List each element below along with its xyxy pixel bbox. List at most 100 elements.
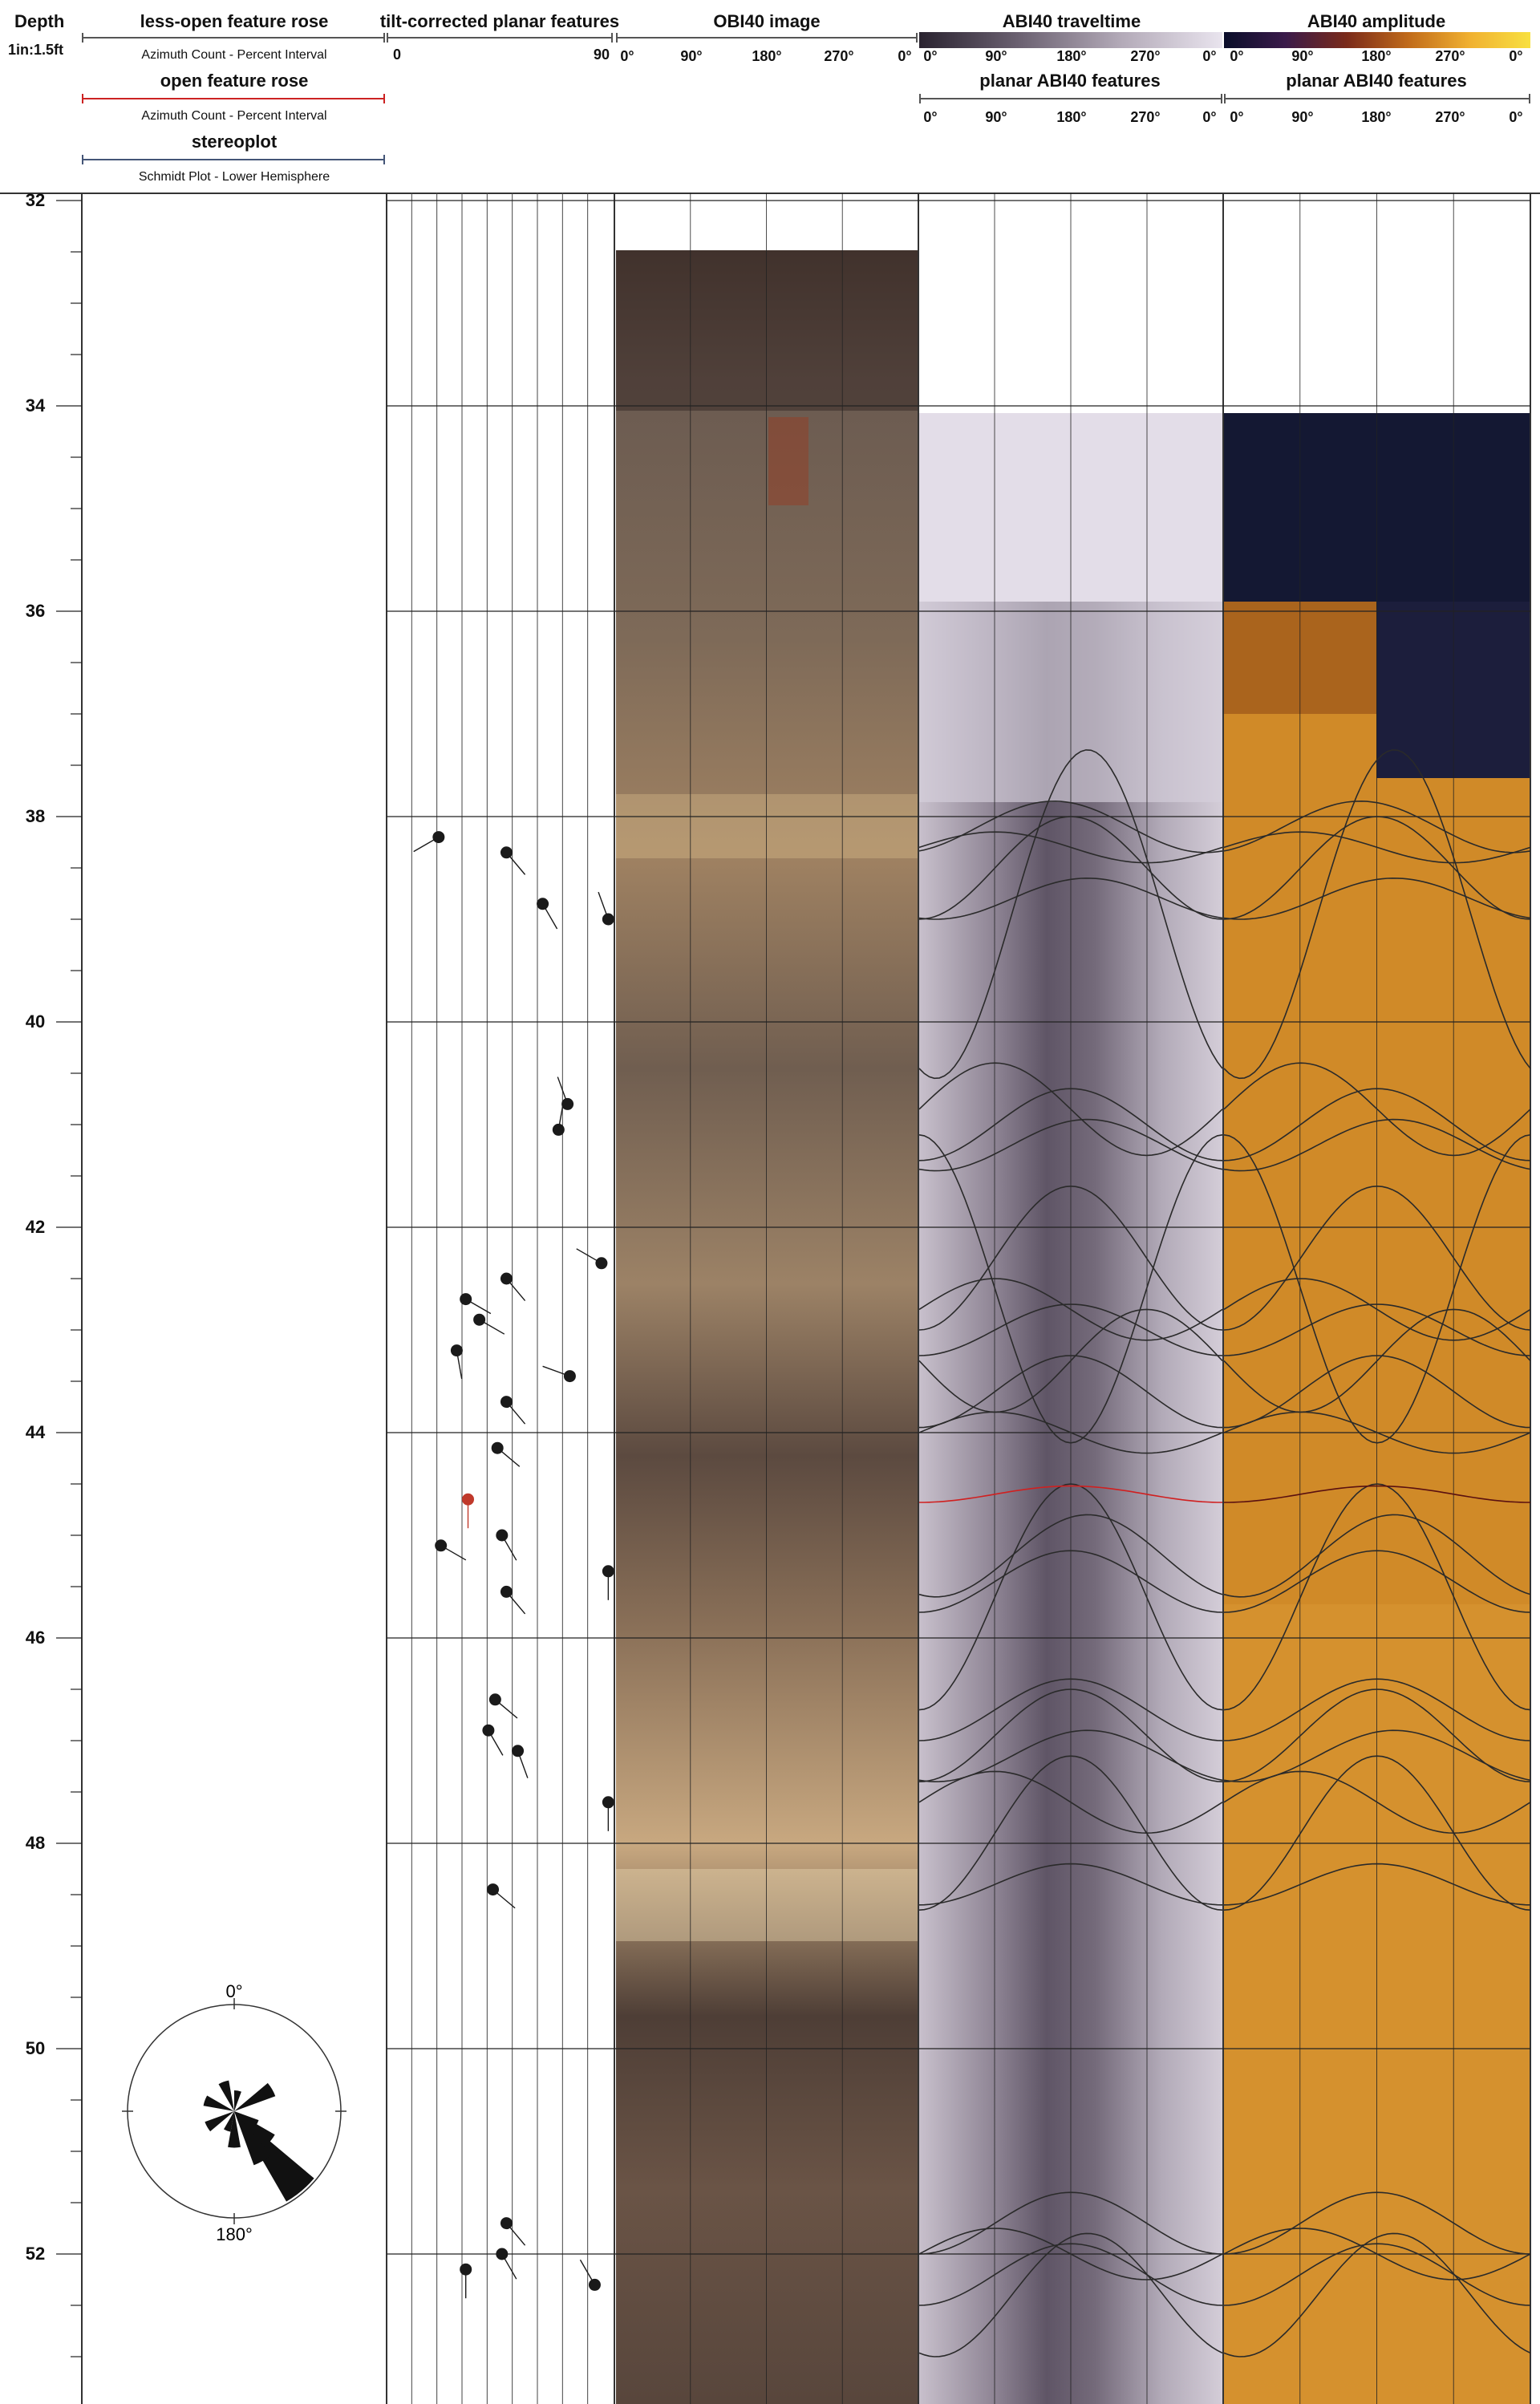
less-open-rose-scale — [82, 33, 385, 43]
feature-tadpole — [435, 1539, 448, 1552]
traveltime-sinusoid — [918, 1483, 1223, 1711]
amplitude-sinusoid — [1223, 2243, 1531, 2306]
traveltime-sinusoid — [918, 1678, 1223, 1741]
tt-planar-tick-90: 90° — [985, 109, 1007, 125]
traveltime-open-sinusoid — [919, 1485, 1222, 1503]
feature-tadpole — [432, 831, 445, 844]
rose-petal — [234, 2111, 259, 2128]
tt-tick-270: 270° — [1130, 48, 1161, 64]
traveltime-sinusoid — [918, 1355, 1223, 1429]
feature-tadpole — [482, 1724, 495, 1737]
amplitude-sinusoid — [1223, 1863, 1531, 1906]
feature-tadpole — [473, 1313, 486, 1326]
feature-tadpole — [491, 1441, 504, 1454]
planar-scale-max: 90 — [593, 47, 610, 63]
tt-tick-180: 180° — [1056, 48, 1087, 64]
amplitude-sinusoid — [1223, 1355, 1531, 1429]
amplitude-sinusoid — [1223, 749, 1531, 1080]
traveltime-sinusoid — [918, 1688, 1223, 1782]
rose-petal — [234, 2111, 275, 2147]
amplitude-sinusoid — [1223, 831, 1531, 864]
feature-tadpole — [450, 1344, 463, 1357]
amplitude-title: ABI40 amplitude — [1307, 11, 1446, 31]
depth-label: 50 — [25, 2038, 46, 2058]
obi-tick-360: 0° — [898, 48, 912, 64]
rose-petal — [224, 2111, 234, 2132]
traveltime-sinusoid — [918, 1308, 1223, 1413]
amplitude-sinusoid — [1223, 2228, 1531, 2280]
traveltime-sinusoid — [918, 2232, 1223, 2357]
amp-tick-0: 0° — [1230, 48, 1244, 64]
traveltime-sinusoid — [918, 1303, 1223, 1356]
traveltime-sinusoid — [918, 749, 1223, 1080]
amplitude-sinusoid — [1223, 2191, 1531, 2255]
depth-title: Depth — [14, 11, 65, 31]
abi-planar-sinusoids — [918, 749, 1531, 2357]
stereonet-south-label: 180° — [216, 2224, 253, 2244]
traveltime-colorbar — [919, 32, 1222, 48]
rose-petal — [234, 2111, 271, 2166]
traveltime-sinusoid — [918, 877, 1223, 920]
amplitude-sinusoid — [1223, 877, 1531, 920]
depth-label: 32 — [25, 190, 46, 210]
amplitude-sinusoid — [1223, 1550, 1531, 1613]
tt-planar-tick-360: 0° — [1202, 109, 1217, 125]
tt-tick-0: 0° — [923, 48, 938, 64]
amplitude-sinusoid — [1223, 1303, 1531, 1356]
depth-label: 42 — [25, 1217, 46, 1237]
amplitude-sinusoid — [1223, 1688, 1531, 1782]
feature-tadpole — [460, 2263, 472, 2276]
amplitude-sinusoid — [1223, 1483, 1531, 1711]
feature-tadpole — [537, 898, 549, 910]
feature-tadpole — [500, 1272, 513, 1285]
amplitude-sinusoid — [1223, 2232, 1531, 2357]
amplitude-sinusoid — [1223, 1514, 1531, 1598]
tt-tick-360: 0° — [1202, 48, 1217, 64]
feature-tadpole — [602, 1796, 614, 1809]
amp-planar-tick-360: 0° — [1509, 109, 1523, 125]
less-open-rose-subtitle: Azimuth Count - Percent Interval — [141, 48, 327, 62]
stereoplot-subtitle: Schmidt Plot - Lower Hemisphere — [138, 170, 330, 184]
amplitude-planar-title: planar ABI40 features — [1286, 71, 1467, 91]
amp-planar-tick-180: 180° — [1361, 109, 1392, 125]
amplitude-sinusoid — [1223, 1134, 1531, 1444]
traveltime-sinusoid — [918, 1278, 1223, 1341]
amp-tick-90: 90° — [1291, 48, 1314, 64]
traveltime-sinusoid — [918, 816, 1223, 920]
amplitude-sinusoid — [1223, 1678, 1531, 1741]
depth-label: 48 — [25, 1833, 46, 1853]
traveltime-sinusoid — [918, 2191, 1223, 2255]
amplitude-sinusoid — [1223, 1118, 1531, 1172]
feature-tadpole — [500, 1396, 513, 1409]
amplitude-sinusoid — [1223, 816, 1531, 920]
amplitude-sinusoid — [1223, 800, 1531, 853]
amp-tick-180: 180° — [1361, 48, 1392, 64]
traveltime-sinusoid — [918, 800, 1223, 853]
obi-image-title: OBI40 image — [713, 11, 821, 31]
amplitude-sinusoid — [1223, 1755, 1531, 1911]
obi-tick-0: 0° — [620, 48, 634, 64]
planar-features-scale — [387, 33, 613, 43]
open-rose-title: open feature rose — [160, 71, 309, 91]
feature-tadpole — [512, 1745, 525, 1757]
feature-tadpole — [602, 1565, 614, 1578]
stereonet: 0° 180° — [122, 1981, 346, 2244]
amplitude-planar-scale — [1224, 94, 1530, 103]
less-open-rose-title: less-open feature rose — [140, 11, 329, 31]
rose-petals — [203, 2080, 314, 2202]
amplitude-open-sinusoid — [1224, 1485, 1530, 1503]
amplitude-sinusoid — [1223, 1278, 1531, 1341]
open-rose-scale — [82, 94, 385, 103]
planar-track-gridlines — [411, 193, 589, 2404]
feature-tadpole — [588, 2278, 601, 2291]
planar-features-title: tilt-corrected planar features — [379, 11, 620, 31]
traveltime-sinusoid — [918, 1863, 1223, 1906]
depth-label: 44 — [25, 1422, 46, 1442]
feature-tadpole — [595, 1257, 608, 1270]
traveltime-sinusoid — [918, 2228, 1223, 2280]
feature-tadpole — [500, 2217, 513, 2230]
depth-scale: 1in:1.5ft — [8, 42, 64, 58]
obi-image-reddish-patch — [768, 417, 808, 505]
traveltime-sinusoid — [918, 1088, 1223, 1161]
feature-tadpole — [602, 913, 614, 926]
